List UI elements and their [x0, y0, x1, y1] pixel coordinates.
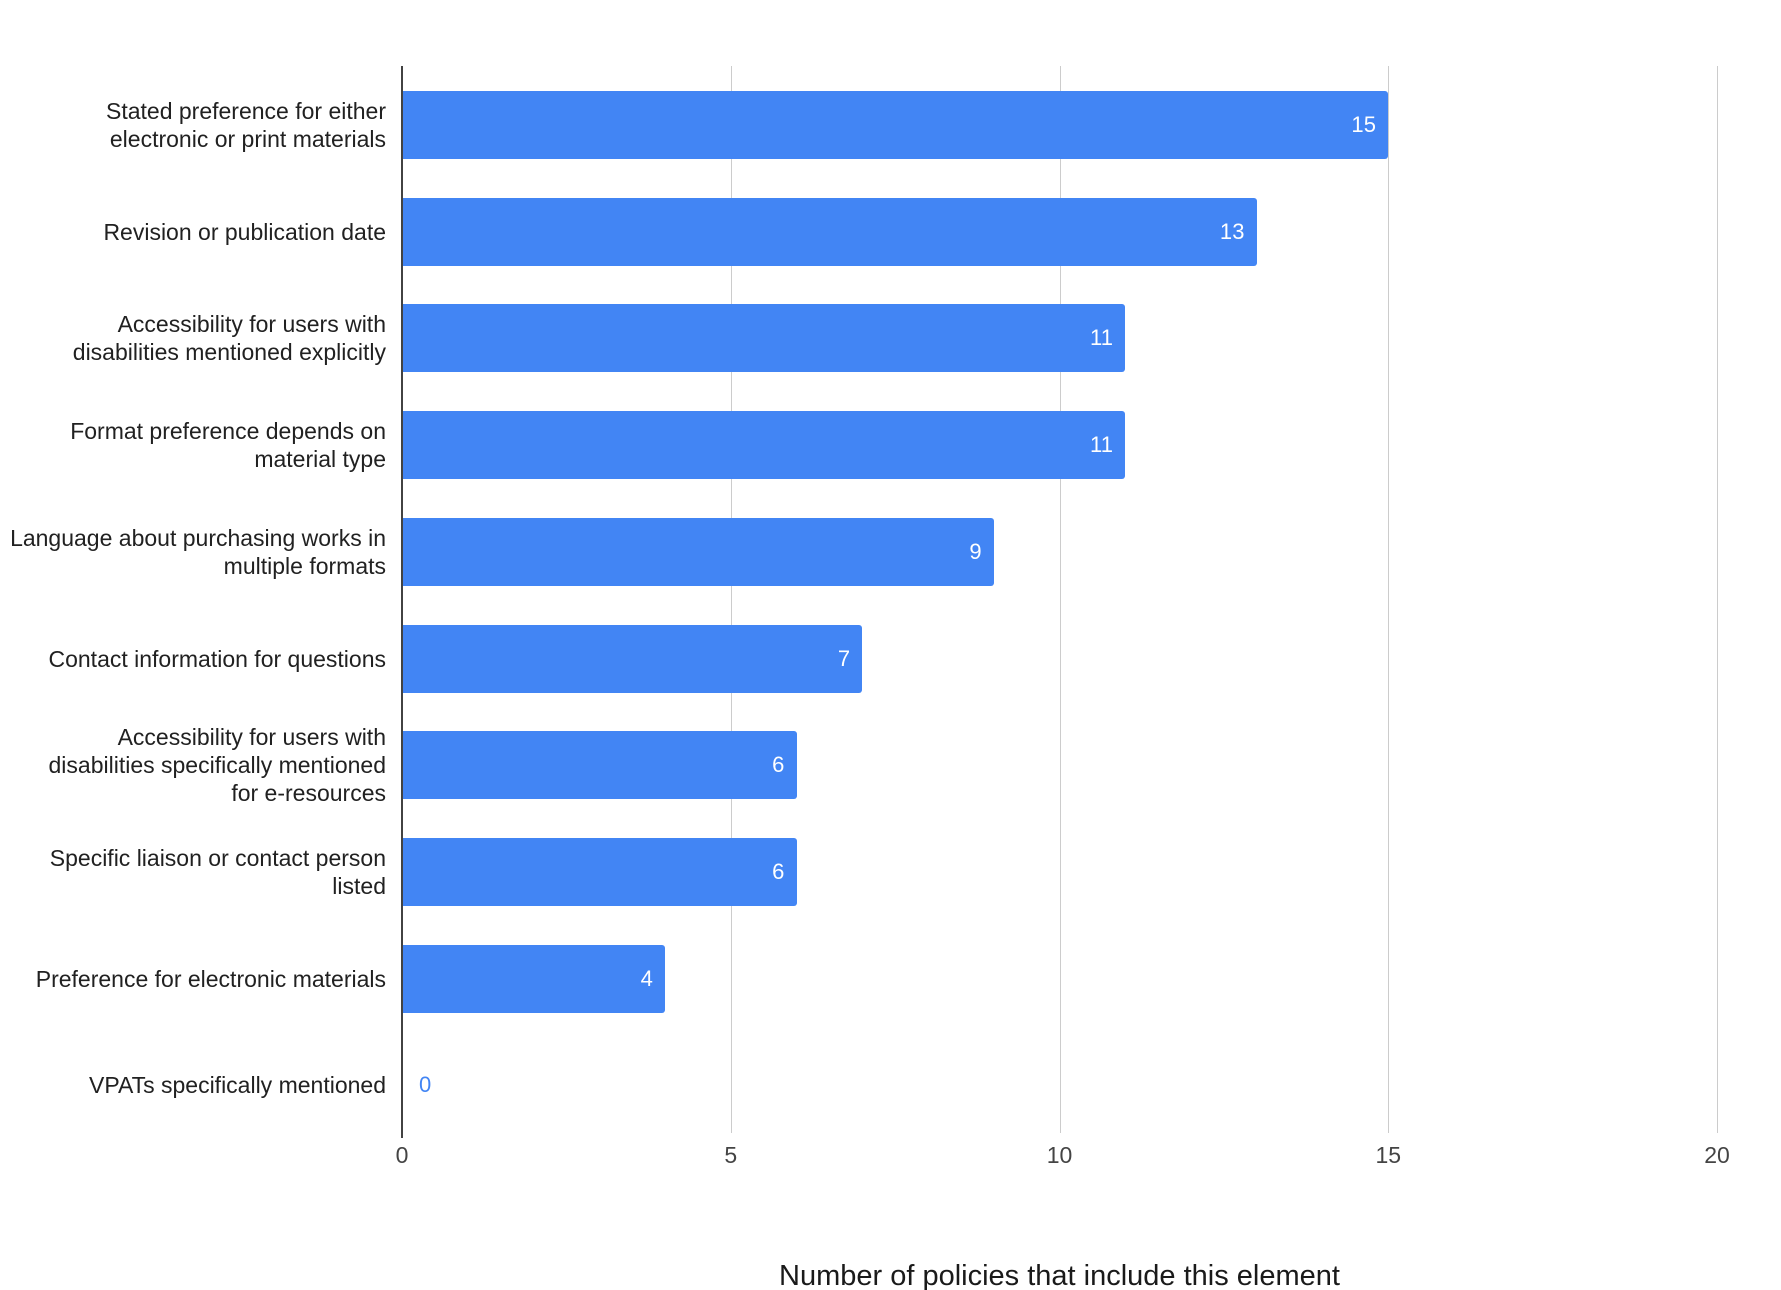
x-tick-label: 15 — [1375, 1142, 1402, 1168]
x-tick-label: 5 — [724, 1142, 738, 1168]
bar-value-label: 4 — [640, 965, 653, 991]
category-label: Revision or publication date — [103, 218, 386, 245]
x-gridline — [1059, 66, 1061, 1133]
x-tick-label: 0 — [395, 1142, 409, 1168]
bar-value-label: 6 — [772, 752, 785, 778]
x-axis-baseline — [401, 66, 403, 1138]
bar-value-label: 13 — [1219, 218, 1245, 244]
category-label: Contact information for questions — [48, 645, 386, 672]
bar: 6 — [403, 837, 797, 906]
bar-value-label: 7 — [837, 645, 851, 671]
bar: 4 — [403, 944, 665, 1013]
bar: 13 — [403, 197, 1257, 266]
category-label: Stated preference for either electronic … — [106, 97, 386, 152]
category-label: VPATs specifically mentioned — [88, 1072, 386, 1099]
x-gridline — [1388, 66, 1390, 1133]
category-label: Accessibility for users with disabilitie… — [72, 311, 386, 366]
bar-value-label: 6 — [772, 858, 785, 884]
category-label: Language about purchasing works in multi… — [10, 524, 386, 579]
x-gridline — [730, 66, 732, 1133]
category-label: Preference for electronic materials — [35, 965, 386, 992]
category-label: Accessibility for users with disabilitie… — [48, 724, 387, 807]
bar: 6 — [403, 731, 797, 800]
bar: 9 — [403, 517, 994, 586]
bar: 11 — [403, 411, 1126, 480]
bar-value-label-zero: 0 — [419, 1072, 432, 1098]
bar: 11 — [403, 304, 1126, 373]
bar-value-label: 15 — [1351, 112, 1377, 137]
x-tick-label: 20 — [1704, 1142, 1730, 1168]
x-gridline — [1717, 66, 1718, 1133]
x-axis-title: Number of policies that include this ele… — [779, 1260, 1340, 1290]
category-label: Format preference depends on material ty… — [70, 418, 386, 473]
bar-value-label: 9 — [969, 538, 982, 564]
bar: 15 — [403, 91, 1389, 159]
category-label: Specific liaison or contact person liste… — [49, 844, 386, 899]
bar: 7 — [403, 624, 863, 693]
x-tick-label: 10 — [1046, 1142, 1073, 1168]
bar-value-label: 11 — [1090, 325, 1114, 351]
bar-value-label: 11 — [1090, 432, 1114, 458]
